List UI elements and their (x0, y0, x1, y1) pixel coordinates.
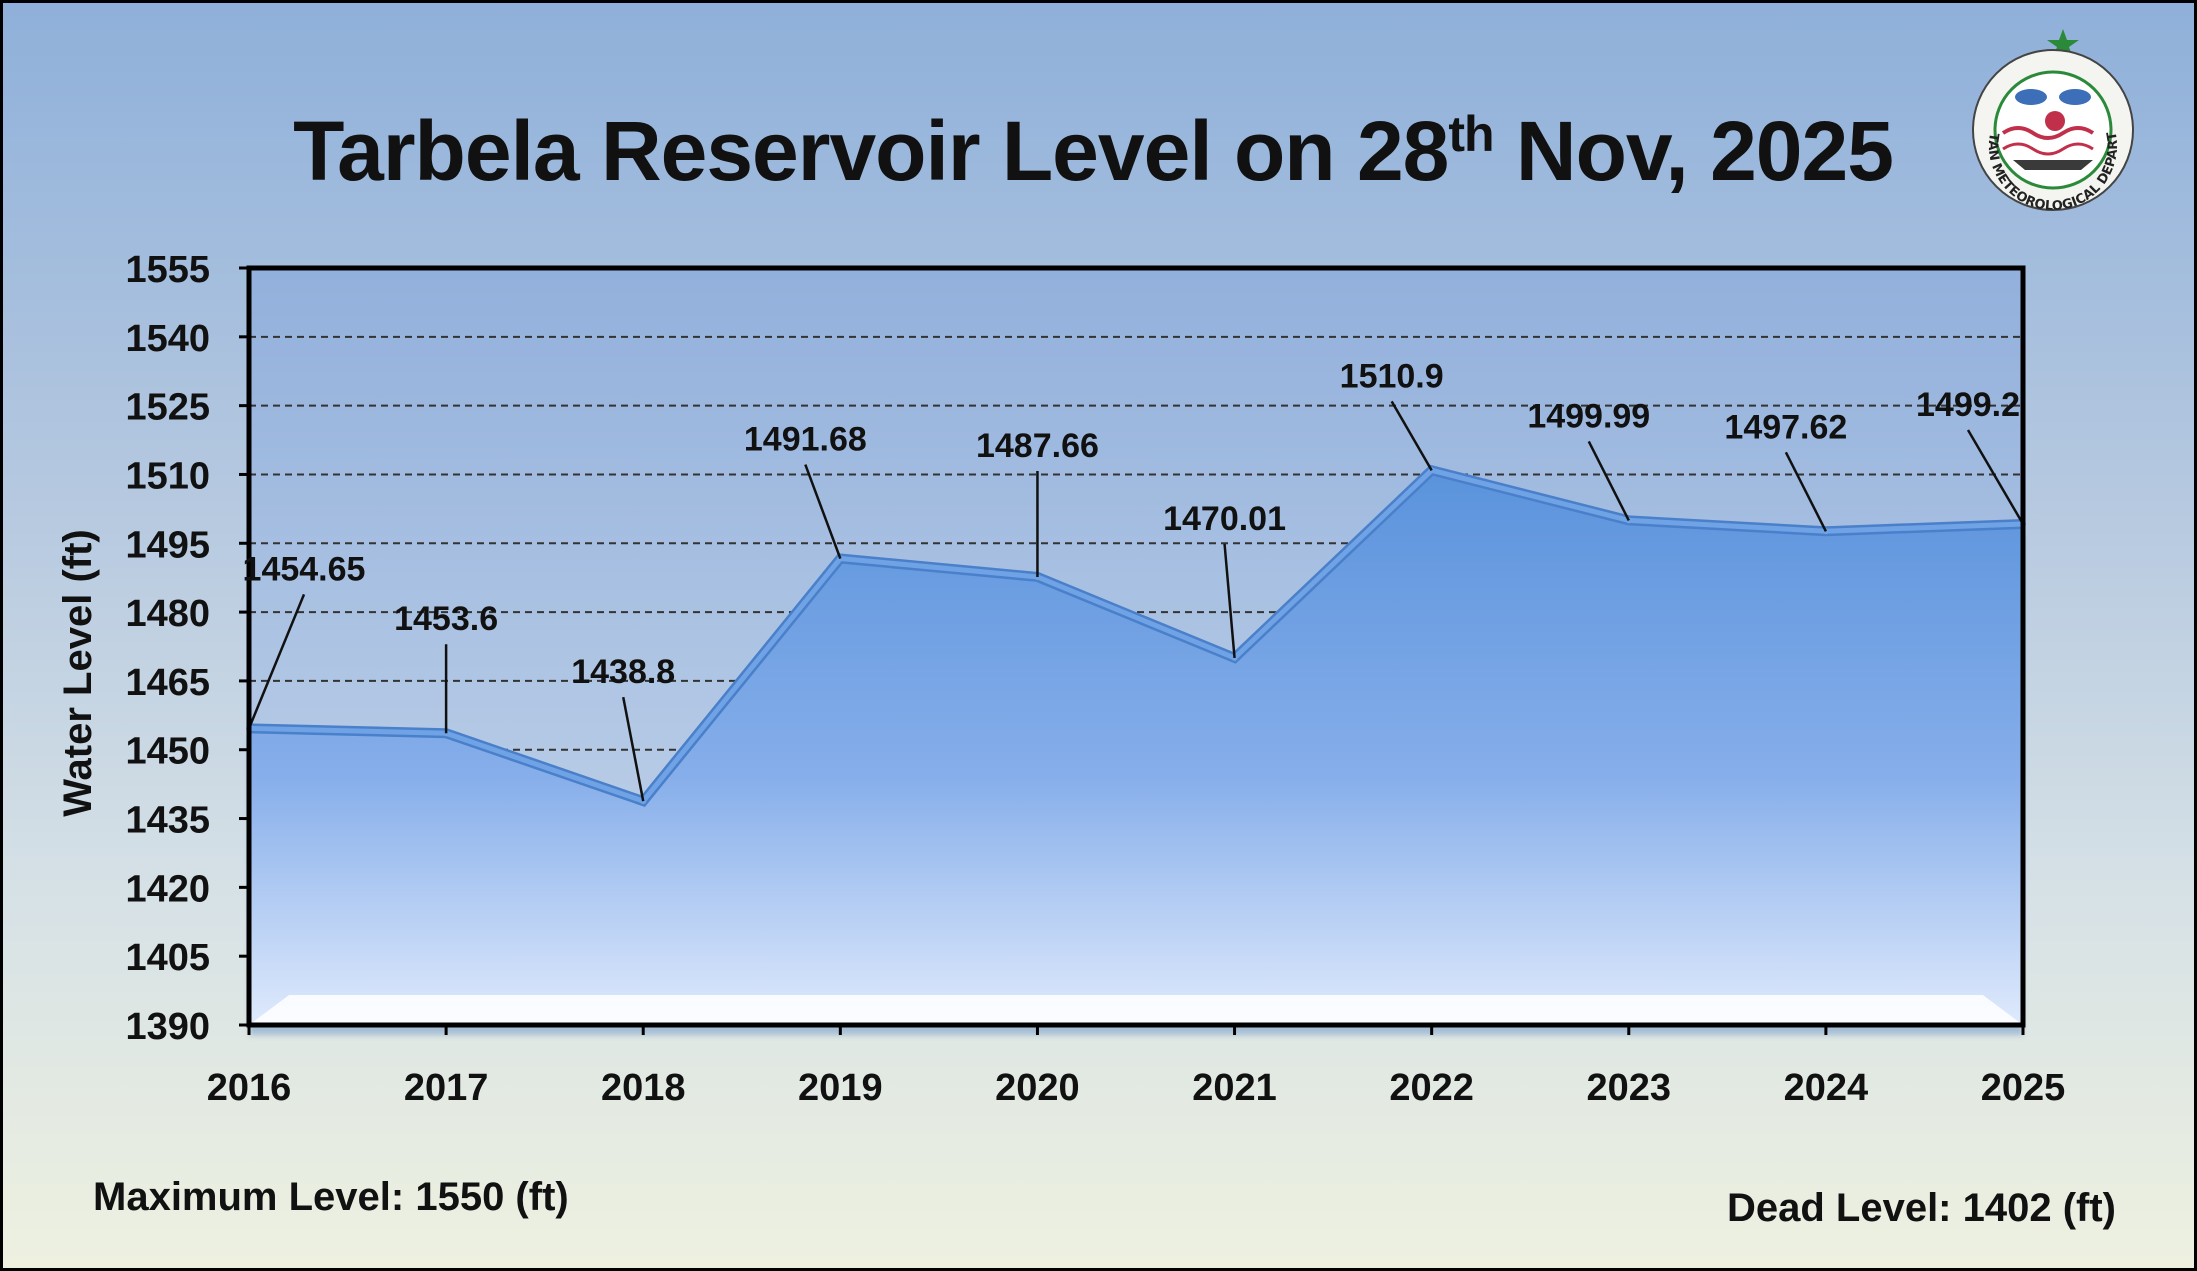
data-label: 1470.01 (1163, 500, 1286, 538)
x-tick-label: 2019 (798, 1067, 883, 1109)
data-label-leader (1587, 440, 1630, 521)
y-tick-label: 1405 (125, 937, 210, 979)
x-tick-label: 2018 (601, 1067, 686, 1109)
title-suffix: Nov, 2025 (1493, 104, 1894, 198)
title-prefix: Tarbela Reservoir Level on 28 (293, 104, 1449, 198)
y-tick-label: 1510 (125, 455, 210, 497)
y-axis-label: Water Level (ft) (56, 529, 100, 816)
cloud-icon (2015, 89, 2047, 105)
data-label: 1497.62 (1724, 408, 1847, 446)
data-label-leader (1223, 543, 1236, 659)
x-tick-label: 2017 (404, 1067, 489, 1109)
data-label: 1454.65 (243, 550, 366, 588)
data-label: 1487.66 (976, 427, 1099, 465)
y-tick-label: 1555 (125, 249, 210, 291)
y-tick-label: 1420 (125, 868, 210, 910)
y-tick-label: 1480 (125, 593, 210, 635)
data-label: 1499.99 (1527, 397, 1650, 435)
area-series-fill (249, 470, 2023, 1025)
star-icon (2047, 29, 2079, 58)
data-label-leader (621, 696, 645, 802)
data-label: 1491.68 (744, 421, 867, 459)
area-series-line (248, 467, 2024, 805)
chart-title: Tarbela Reservoir Level on 28th Nov, 202… (3, 103, 2183, 200)
data-label-leader (247, 593, 306, 729)
x-tick-label: 2022 (1389, 1067, 1474, 1109)
dead-level-note: Dead Level: 1402 (ft) (1726, 1186, 2116, 1230)
x-tick-label: 2025 (1981, 1067, 2066, 1109)
maximum-level-note: Maximum Level: 1550 (ft) (93, 1175, 569, 1219)
title-superscript: th (1448, 106, 1494, 162)
data-label-leader (1966, 429, 2025, 525)
y-tick-label: 1540 (125, 318, 210, 360)
y-tick-label: 1435 (125, 800, 210, 842)
x-tick-label: 2024 (1784, 1067, 1869, 1109)
area-bevel (249, 995, 2023, 1025)
x-tick-label: 2021 (1192, 1067, 1277, 1109)
data-label: 1499.2 (1916, 386, 2020, 424)
y-tick-label: 1495 (125, 524, 210, 566)
data-label: 1438.8 (571, 653, 675, 691)
x-tick-label: 2016 (207, 1067, 292, 1109)
y-tick-label: 1465 (125, 662, 210, 704)
plot-border (246, 265, 2026, 1028)
x-tick-label: 2020 (995, 1067, 1080, 1109)
data-label-leader (804, 464, 842, 559)
data-label-leader (1784, 451, 1828, 532)
area-chart: 1454.65 1453.6 1438.8 1491.68 1487.66 1470.01… (56, 249, 2066, 1109)
data-label-leader (1390, 400, 1433, 471)
y-tick-label: 1390 (125, 1006, 210, 1048)
data-label: 1510.9 (1340, 357, 1444, 395)
x-tick-label: 2023 (1587, 1067, 1672, 1109)
y-tick-label: 1525 (125, 387, 210, 429)
y-tick-label: 1450 (125, 731, 210, 773)
pmd-logo: PAKISTAN METEOROLOGICAL DEPARTMENT (1963, 25, 2134, 214)
data-label: 1453.6 (394, 600, 498, 638)
